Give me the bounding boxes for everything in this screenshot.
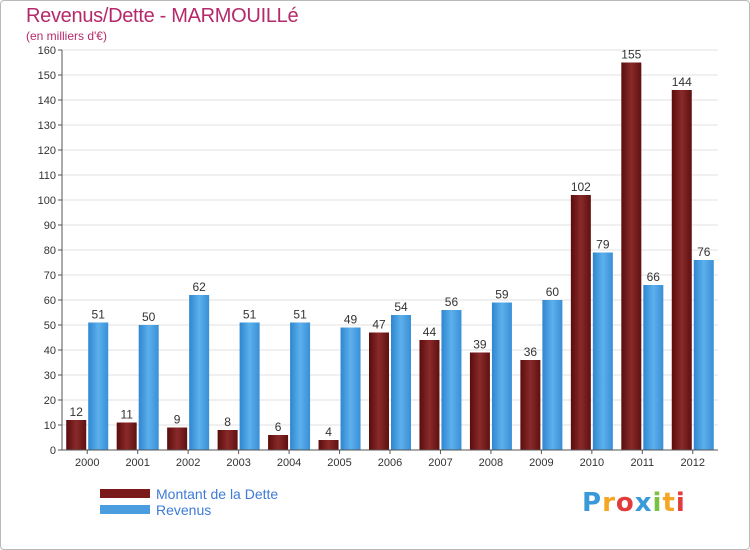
- y-tick-label: 110: [38, 170, 56, 182]
- data-label-dette: 8: [224, 415, 231, 429]
- x-tick-label: 2007: [428, 457, 452, 469]
- bar-dette: [570, 195, 591, 450]
- y-tick-label: 120: [38, 145, 56, 157]
- data-label-dette: 102: [571, 180, 591, 194]
- data-label-dette: 44: [423, 325, 437, 339]
- bar-dette: [520, 360, 541, 450]
- data-label-dette: 9: [174, 413, 181, 427]
- bar-revenus: [491, 302, 512, 450]
- data-label-dette: 4: [325, 425, 332, 439]
- y-tick-label: 70: [44, 270, 56, 282]
- x-tick-label: 2003: [226, 457, 250, 469]
- data-label-dette: 36: [524, 345, 538, 359]
- data-label-dette: 144: [672, 75, 692, 89]
- bar-dette: [318, 440, 339, 450]
- data-label-revenus: 51: [92, 308, 106, 322]
- logo-letter: i: [675, 488, 686, 518]
- x-tick-label: 2010: [580, 457, 604, 469]
- y-tick-label: 0: [50, 445, 56, 457]
- x-tick-label: 2002: [176, 457, 200, 469]
- bar-dette: [167, 427, 188, 450]
- bar-dette: [369, 332, 389, 450]
- y-tick-label: 150: [38, 70, 56, 82]
- chart-subtitle: (en milliers d'€): [26, 29, 107, 43]
- data-label-dette: 6: [275, 420, 282, 434]
- x-tick-label: 2000: [75, 457, 99, 469]
- y-tick-label: 30: [44, 370, 56, 382]
- data-label-dette: 39: [473, 338, 487, 352]
- logo-letter: P: [582, 488, 603, 518]
- bar-dette: [268, 435, 289, 450]
- data-label-revenus: 51: [293, 308, 307, 322]
- y-tick-label: 90: [44, 220, 56, 232]
- x-tick-label: 2001: [125, 457, 149, 469]
- bar-revenus: [189, 295, 210, 450]
- logo-letter: x: [634, 488, 653, 518]
- logo-letter: i: [652, 488, 663, 518]
- bar-revenus: [290, 322, 311, 450]
- bar-revenus: [592, 252, 613, 450]
- data-label-dette: 11: [120, 408, 133, 422]
- data-label-revenus: 49: [344, 313, 358, 327]
- y-tick-label: 130: [38, 120, 56, 132]
- x-tick-label: 2012: [681, 457, 705, 469]
- bar-dette: [116, 422, 137, 450]
- bar-revenus: [542, 300, 563, 450]
- x-tick-label: 2009: [529, 457, 553, 469]
- data-label-dette: 155: [621, 48, 641, 62]
- y-tick-label: 40: [44, 345, 56, 357]
- y-tick-label: 80: [44, 245, 56, 257]
- bar-revenus: [391, 315, 411, 450]
- data-label-revenus: 60: [546, 285, 560, 299]
- data-label-revenus: 54: [394, 300, 408, 314]
- x-tick-label: 2006: [378, 457, 402, 469]
- data-label-revenus: 66: [647, 270, 661, 284]
- legend-swatch-revenus: [100, 505, 150, 514]
- bar-revenus: [138, 325, 159, 450]
- bar-dette: [66, 420, 87, 450]
- y-tick-label: 100: [38, 195, 56, 207]
- x-tick-label: 2011: [630, 457, 654, 469]
- data-label-revenus: 50: [142, 310, 156, 324]
- bar-revenus: [340, 327, 361, 450]
- data-label-revenus: 56: [445, 295, 459, 309]
- logo-letter: o: [615, 488, 635, 518]
- data-label-dette: 12: [70, 405, 84, 419]
- bar-dette: [217, 430, 238, 450]
- legend-label-revenus: Revenus: [156, 502, 212, 518]
- bar-dette: [469, 352, 490, 450]
- bar-revenus: [643, 285, 664, 450]
- bar-revenus: [441, 310, 462, 450]
- y-tick-label: 50: [44, 320, 56, 332]
- x-tick-label: 2004: [277, 457, 301, 469]
- logo-letter: r: [602, 488, 616, 518]
- y-tick-label: 10: [44, 420, 56, 432]
- bar-revenus: [88, 322, 109, 450]
- chart-title: Revenus/Dette - MARMOUILLé: [26, 5, 299, 27]
- y-tick-label: 140: [38, 95, 56, 107]
- data-label-revenus: 79: [596, 238, 610, 252]
- data-label-dette: 47: [372, 318, 386, 332]
- y-tick-label: 20: [44, 395, 56, 407]
- bar-revenus: [693, 260, 714, 450]
- logo-letter: t: [662, 488, 676, 518]
- data-label-revenus: 51: [243, 308, 257, 322]
- bar-revenus: [239, 322, 260, 450]
- proxiti-logo: Proxiti: [582, 488, 686, 518]
- data-label-revenus: 59: [495, 288, 509, 302]
- y-tick-label: 60: [44, 295, 56, 307]
- x-tick-label: 2008: [479, 457, 503, 469]
- y-tick-label: 160: [38, 45, 56, 57]
- bar-dette: [419, 340, 440, 450]
- data-label-revenus: 76: [697, 245, 711, 259]
- data-label-revenus: 62: [192, 280, 206, 294]
- bar-dette: [621, 62, 642, 450]
- legend-label-dette: Montant de la Dette: [156, 486, 279, 502]
- x-tick-label: 2005: [327, 457, 351, 469]
- bar-dette: [671, 90, 692, 450]
- legend-swatch-dette: [100, 489, 150, 498]
